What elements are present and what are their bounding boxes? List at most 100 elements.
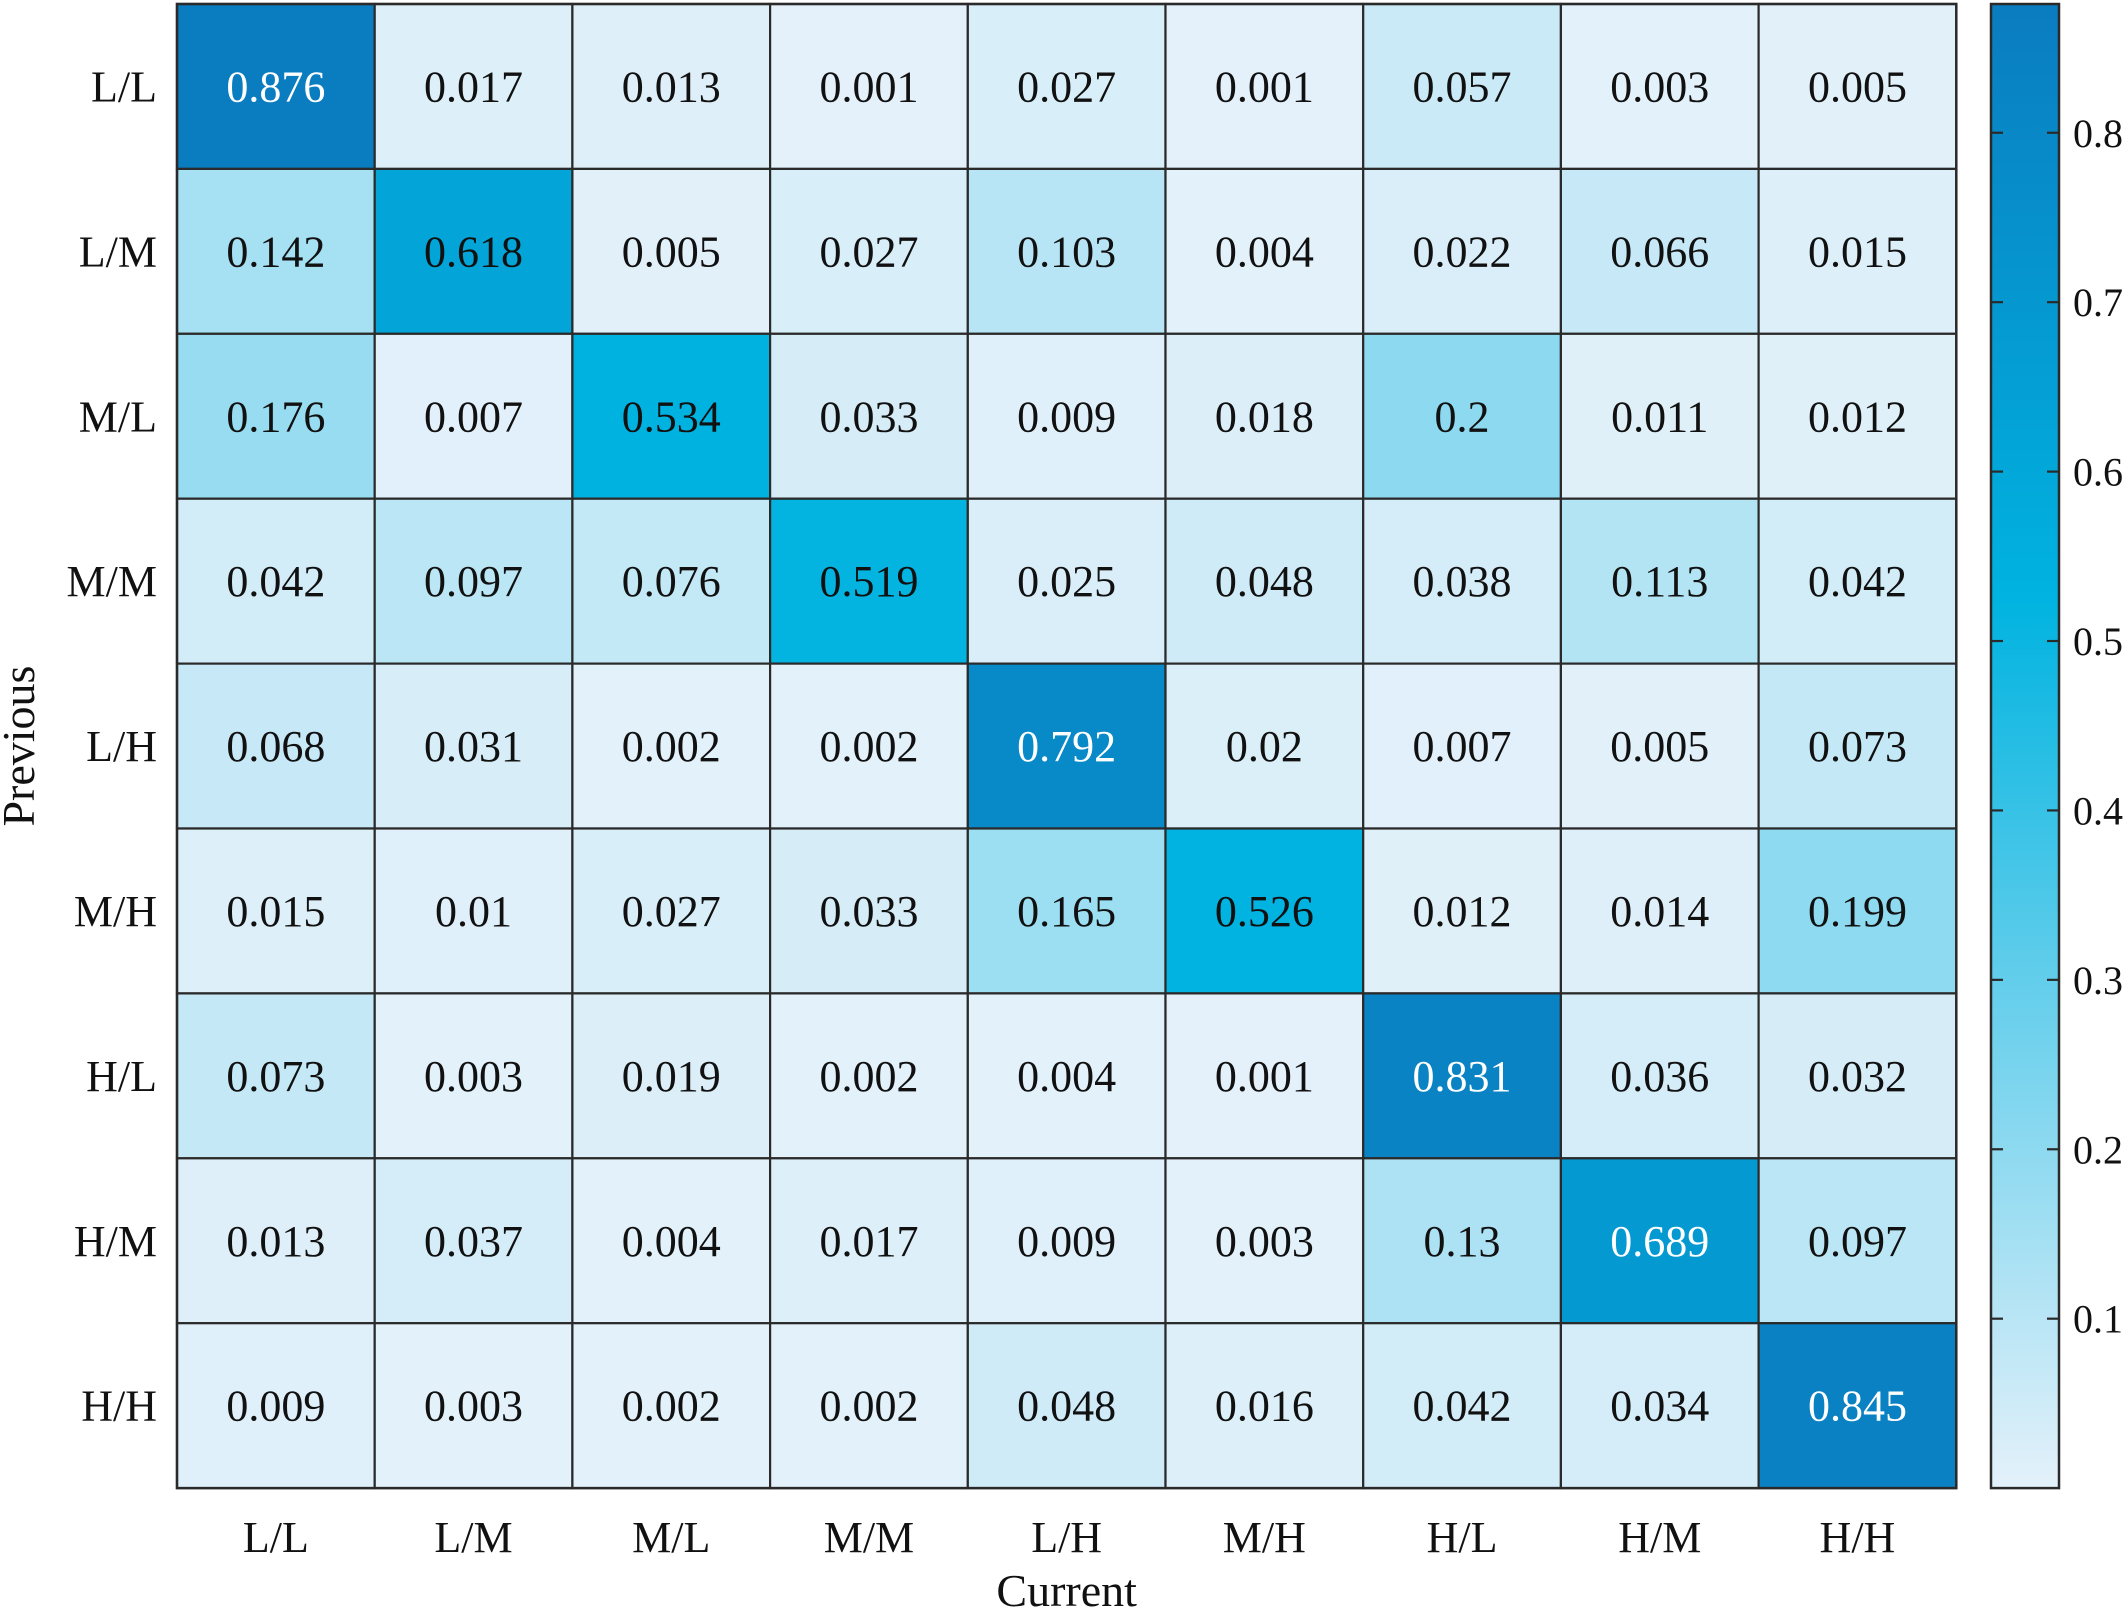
cell-value-label: 0.012 — [1808, 392, 1907, 441]
cell-value-label: 0.033 — [819, 392, 918, 441]
heatmap-cell — [571, 827, 772, 995]
cell-value-label: 0.002 — [819, 722, 918, 771]
cell-value-label: 0.519 — [819, 557, 918, 606]
cell-value-label: 0.042 — [226, 557, 325, 606]
cell-value-label: 0.016 — [1215, 1382, 1314, 1431]
cell-value-label: 0.199 — [1808, 887, 1907, 936]
cell-value-label: 0.009 — [1017, 1217, 1116, 1266]
cell-value-label: 0.048 — [1017, 1382, 1116, 1431]
x-tick-label: L/M — [434, 1513, 512, 1562]
x-tick-label: M/L — [632, 1513, 710, 1562]
colorbar-tick-label: 0.5 — [2073, 619, 2123, 664]
heatmap-cell — [1757, 332, 1958, 500]
cell-value-label: 0.048 — [1215, 557, 1314, 606]
cell-value-label: 0.013 — [622, 62, 721, 111]
cell-value-label: 0.002 — [819, 1382, 918, 1431]
heatmap-cell — [1757, 497, 1958, 665]
heatmap-cell — [1757, 1322, 1958, 1490]
cell-value-label: 0.011 — [1611, 392, 1708, 441]
cell-value-label: 0.003 — [1215, 1217, 1314, 1266]
cell-value-label: 0.018 — [1215, 392, 1314, 441]
cell-value-label: 0.003 — [1610, 62, 1709, 111]
cell-value-label: 0.526 — [1215, 887, 1314, 936]
cell-value-label: 0.005 — [622, 227, 721, 276]
heatmap-cell — [1559, 167, 1760, 335]
cell-value-label: 0.004 — [1017, 1052, 1116, 1101]
cell-value-label: 0.001 — [1215, 1052, 1314, 1101]
y-tick-label: L/L — [91, 62, 157, 111]
y-tick-label: M/L — [79, 392, 157, 441]
y-tick-label: M/H — [74, 887, 157, 936]
heatmap-cell — [571, 1157, 772, 1325]
cell-value-label: 0.013 — [226, 1217, 325, 1266]
heatmap-cell — [1559, 497, 1760, 665]
cell-value-label: 0.012 — [1413, 887, 1512, 936]
heatmap-cell — [175, 662, 376, 830]
heatmap-cell — [1757, 827, 1958, 995]
cell-value-label: 0.103 — [1017, 227, 1116, 276]
heatmap-cell — [1362, 332, 1562, 500]
heatmap-cell — [966, 827, 1167, 995]
colorbar-tick-label: 0.4 — [2073, 788, 2123, 833]
cell-value-label: 0.032 — [1808, 1052, 1907, 1101]
heatmap-cell — [1757, 1157, 1958, 1325]
cell-value-label: 0.034 — [1610, 1382, 1709, 1431]
cell-value-label: 0.073 — [226, 1052, 325, 1101]
heatmap-cell — [373, 1322, 574, 1490]
x-tick-labels: L/L L/M M/L M/M L/H M/H H/L H/M H/H — [243, 1513, 1895, 1562]
x-tick-label: M/H — [1223, 1513, 1306, 1562]
heatmap-cell — [1559, 2, 1760, 170]
heatmap-cell — [768, 827, 969, 995]
cell-value-label: 0.057 — [1413, 62, 1512, 111]
cell-value-label: 0.02 — [1226, 722, 1303, 771]
cell-value-label: 0.097 — [1808, 1217, 1907, 1266]
y-tick-label: H/L — [86, 1052, 157, 1101]
cell-value-label: 0.042 — [1808, 557, 1907, 606]
heatmap-cell — [175, 332, 376, 500]
heatmap-cell — [571, 332, 772, 500]
x-tick-label: L/L — [243, 1513, 309, 1562]
y-tick-label: L/M — [79, 227, 157, 276]
cell-value-label: 0.017 — [819, 1217, 918, 1266]
cell-value-label: 0.033 — [819, 887, 918, 936]
heatmap-cell — [966, 1157, 1167, 1325]
heatmap-cell — [175, 1157, 376, 1325]
cell-value-label: 0.792 — [1017, 722, 1116, 771]
cell-value-label: 0.845 — [1808, 1382, 1907, 1431]
heatmap-cell — [1362, 662, 1562, 830]
cell-value-label: 0.876 — [226, 62, 325, 111]
heatmap-cell — [175, 827, 376, 995]
colorbar-tick-label: 0.7 — [2073, 280, 2123, 325]
cell-value-label: 0.007 — [424, 392, 523, 441]
y-tick-label: H/M — [74, 1217, 157, 1266]
cell-value-label: 0.017 — [424, 62, 523, 111]
heatmap-cell — [373, 332, 574, 500]
cell-value-label: 0.003 — [424, 1052, 523, 1101]
cell-value-label: 0.005 — [1610, 722, 1709, 771]
cell-value-label: 0.027 — [819, 227, 918, 276]
heatmap-cell — [768, 662, 969, 830]
cell-value-label: 0.031 — [424, 722, 523, 771]
colorbar-ticks: 0.1 0.2 0.3 0.4 0.5 0.6 0.7 0.8 — [1991, 111, 2123, 1342]
cell-value-label: 0.036 — [1610, 1052, 1709, 1101]
heatmap-cell — [1164, 2, 1365, 170]
cell-value-label: 0.002 — [622, 1382, 721, 1431]
cell-value-label: 0.165 — [1017, 887, 1116, 936]
heatmap-cell — [373, 827, 574, 995]
heatmap-cell — [966, 2, 1167, 170]
cell-value-label: 0.019 — [622, 1052, 721, 1101]
cell-value-label: 0.113 — [1611, 557, 1708, 606]
cell-value-label: 0.01 — [435, 887, 512, 936]
colorbar-tick-label: 0.6 — [2073, 450, 2123, 495]
cell-value-label: 0.097 — [424, 557, 523, 606]
heatmap-cell — [966, 992, 1167, 1160]
cell-value-label: 0.076 — [622, 557, 721, 606]
cell-value-label: 0.001 — [1215, 62, 1314, 111]
y-tick-labels: L/L L/M M/L M/M L/H M/H H/L H/M H/H — [67, 62, 157, 1430]
colorbar-tick-label: 0.8 — [2073, 111, 2123, 156]
cell-value-label: 0.618 — [424, 227, 523, 276]
cell-value-label: 0.009 — [1017, 392, 1116, 441]
heatmap-cell — [373, 662, 574, 830]
heatmap-cell — [768, 497, 969, 665]
